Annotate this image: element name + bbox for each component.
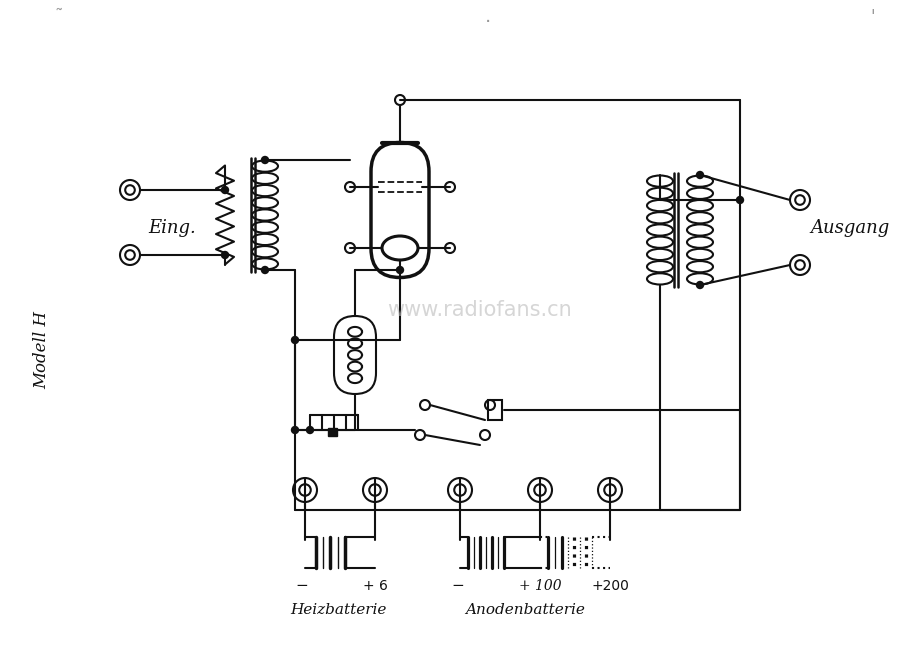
- Text: .: .: [484, 7, 491, 26]
- Circle shape: [261, 156, 268, 163]
- Text: Modell H: Modell H: [33, 311, 51, 389]
- Text: −: −: [451, 578, 464, 593]
- Circle shape: [221, 186, 228, 194]
- Circle shape: [696, 281, 703, 289]
- Circle shape: [291, 337, 298, 343]
- Circle shape: [291, 426, 298, 434]
- Bar: [487, 400, 502, 420]
- Text: Heizbatterie: Heizbatterie: [289, 603, 386, 617]
- Text: Eing.: Eing.: [148, 219, 196, 237]
- Bar: [328, 428, 336, 436]
- Circle shape: [261, 266, 268, 273]
- Text: +200: +200: [590, 579, 629, 593]
- Circle shape: [306, 426, 313, 434]
- Text: Ausgang: Ausgang: [809, 219, 889, 237]
- Text: −: −: [295, 578, 308, 593]
- Text: + 100: + 100: [518, 579, 561, 593]
- Circle shape: [736, 196, 743, 204]
- Circle shape: [396, 266, 403, 273]
- Text: Anodenbatterie: Anodenbatterie: [465, 603, 584, 617]
- Circle shape: [221, 252, 228, 258]
- Text: www.radiofans.cn: www.radiofans.cn: [387, 300, 572, 320]
- Text: + 6: + 6: [362, 579, 387, 593]
- Text: ': ': [869, 8, 874, 26]
- Circle shape: [696, 171, 703, 179]
- Text: ˜: ˜: [55, 8, 63, 26]
